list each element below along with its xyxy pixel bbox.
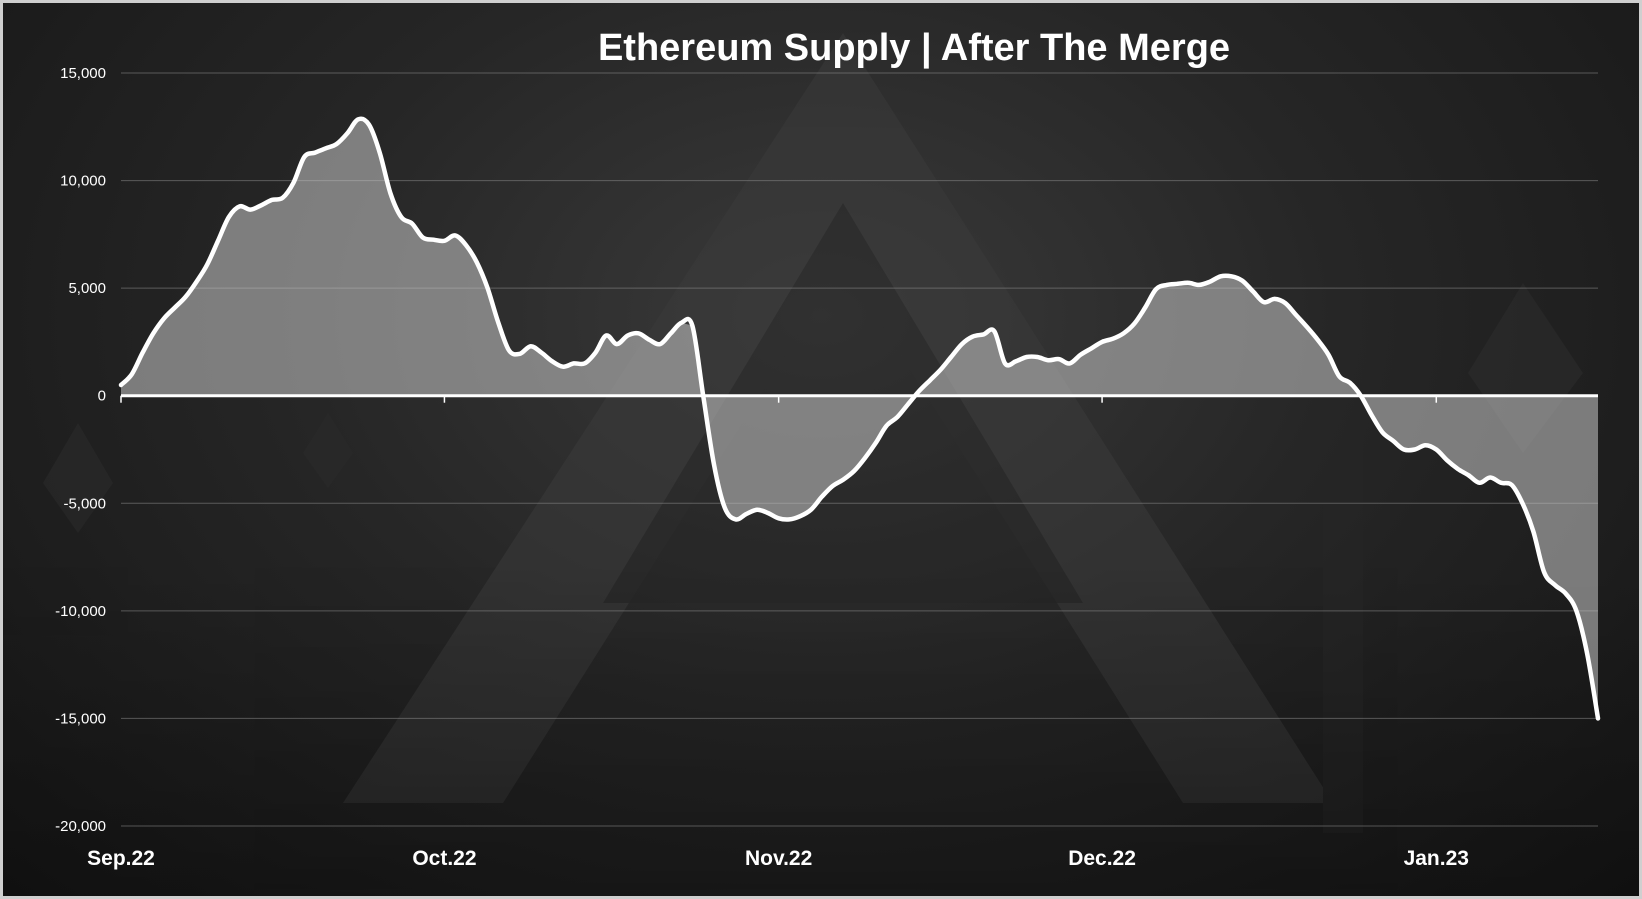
y-tick-label: -10,000 [55, 603, 106, 620]
y-tick-label: 0 [98, 388, 106, 405]
y-tick-label: -15,000 [55, 710, 106, 727]
background-fade [3, 563, 1639, 896]
x-tick-label: Jan.23 [1404, 847, 1469, 870]
y-tick-label: 5,000 [68, 280, 106, 297]
y-tick-label: -5,000 [63, 495, 106, 512]
x-axis [120, 394, 1598, 403]
x-axis-ticks: Sep.22 Oct.22 Nov.22 Dec.22 Jan.23 [87, 847, 1469, 870]
supply-series-line [118, 116, 1601, 721]
y-axis-ticks: 15,000 10,000 5,000 0 -5,000 -10,000 -15,000 -2… [55, 65, 106, 835]
background-diamond-left [43, 423, 113, 533]
background-diamond-small [303, 413, 353, 488]
chart-svg: Ethereum Supply | After The Merge 15,000… [3, 27, 1639, 896]
x-tick-label: Nov.22 [745, 847, 812, 870]
supply-area-fill [121, 119, 1598, 719]
y-tick-label: 10,000 [60, 173, 106, 190]
chart-title: Ethereum Supply | After The Merge [598, 27, 1230, 69]
x-tick-label: Oct.22 [412, 847, 476, 870]
x-tick-label: Dec.22 [1068, 847, 1136, 870]
y-tick-label: -20,000 [55, 818, 106, 835]
y-tick-label: 15,000 [60, 65, 106, 82]
plot-area [118, 116, 1601, 721]
x-tick-label: Sep.22 [87, 847, 155, 870]
